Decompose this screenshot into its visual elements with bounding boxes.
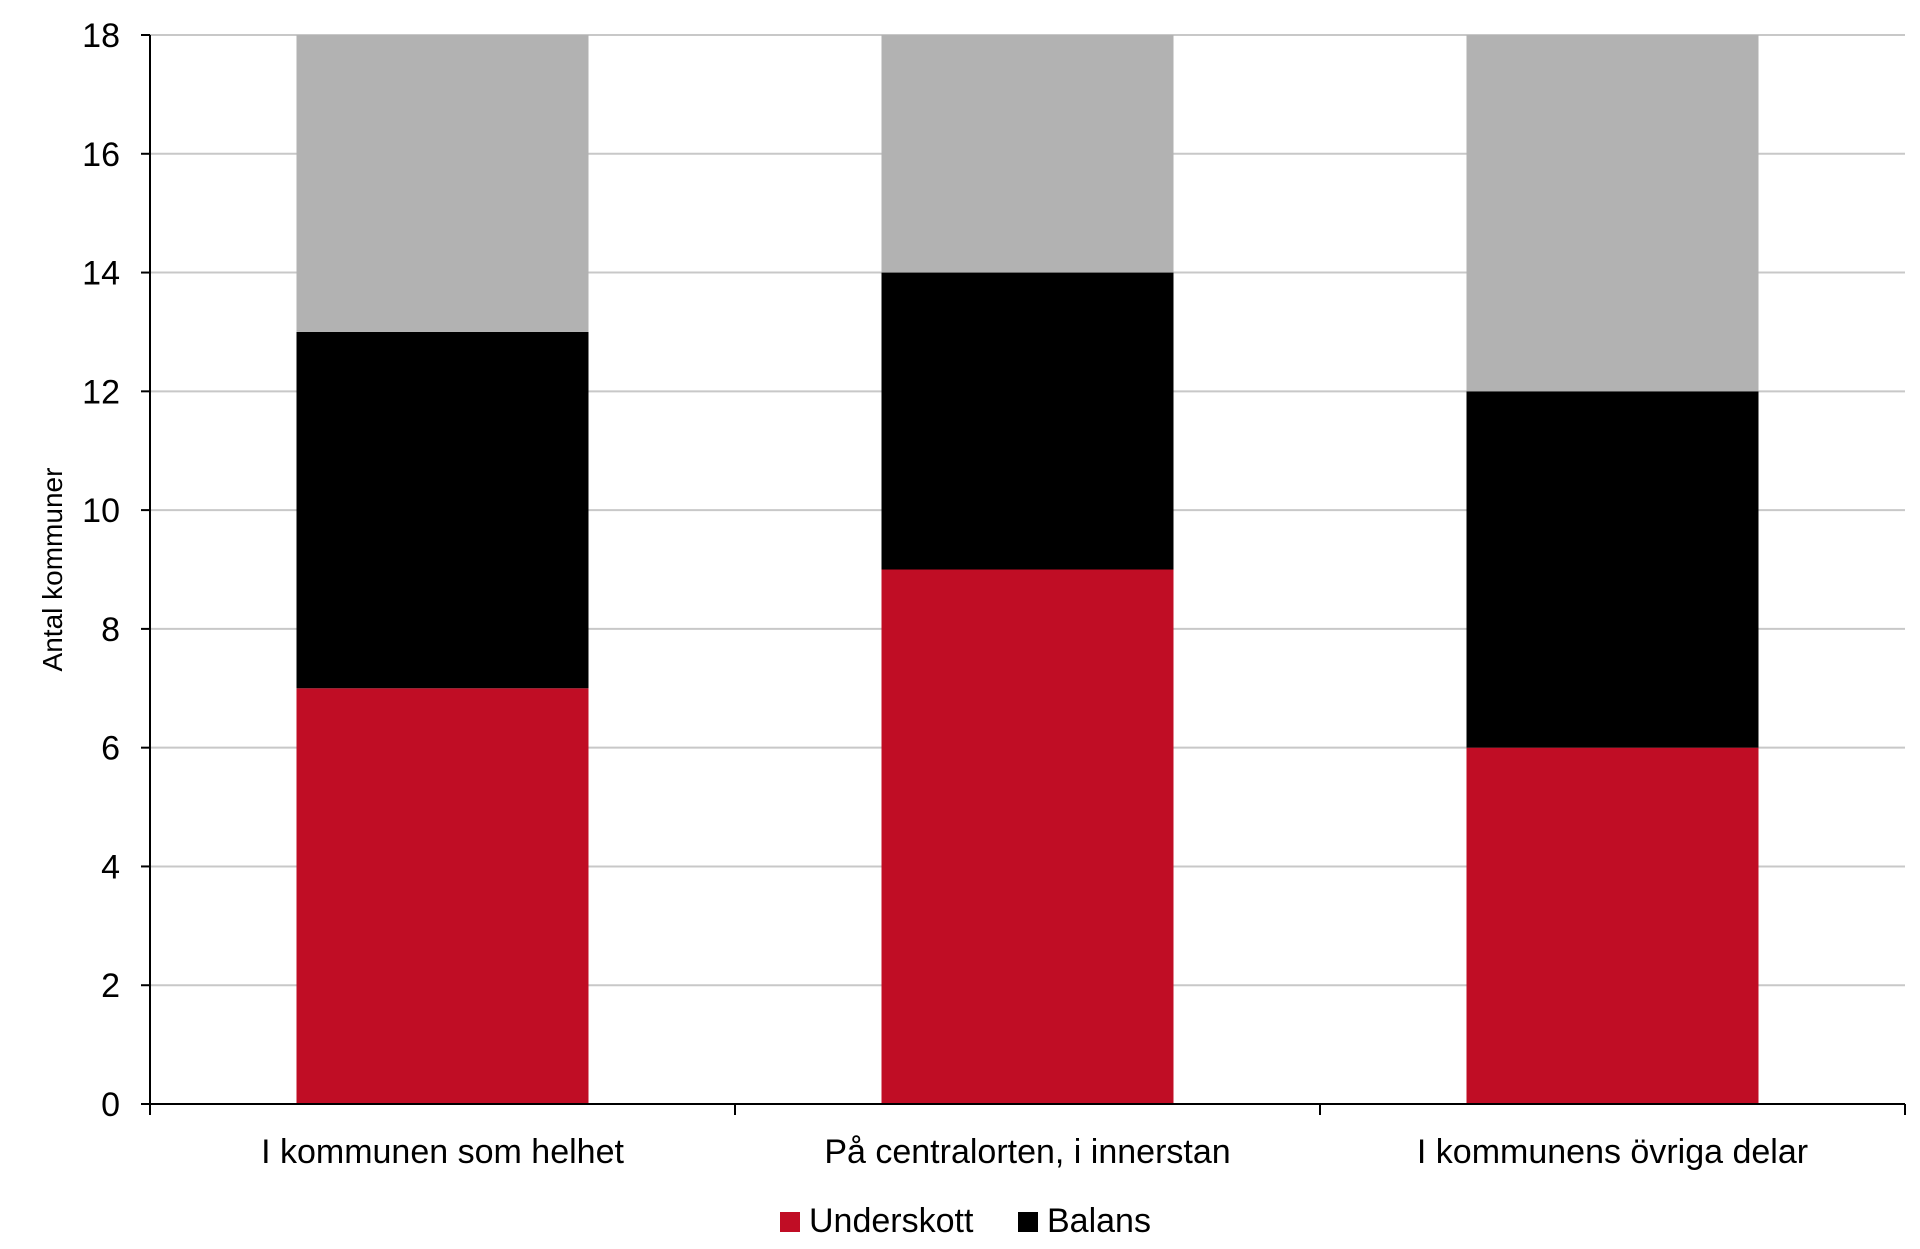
y-tick-label: 6: [101, 730, 120, 768]
bar-segment-underskott: [296, 688, 589, 1104]
x-category-label: På centralorten, i innerstan: [824, 1133, 1230, 1171]
bar-segment-balans: [296, 331, 589, 689]
y-tick-label: 16: [82, 136, 120, 174]
y-tick-label: 4: [101, 848, 120, 886]
y-ticks: 0 2 4 6 8 10 12 14 16 18: [82, 17, 150, 1124]
bar-segment-balans: [1466, 391, 1759, 748]
y-tick-label: 8: [101, 611, 120, 649]
bar-segment-underskott: [1466, 747, 1759, 1104]
x-ticks: I kommunen som helhet På centralorten, i …: [149, 1104, 1906, 1171]
bar-segment-underskott: [881, 569, 1174, 1104]
y-tick-label: 14: [82, 255, 120, 293]
legend-label: Underskott: [809, 1202, 974, 1240]
bar-segment-remainder: [296, 35, 589, 332]
bar-segment-balans: [881, 272, 1174, 570]
bars: [296, 35, 1759, 1104]
legend-swatch: [780, 1212, 800, 1232]
legend: Underskott Balans: [780, 1202, 1151, 1240]
x-category-label: I kommunen som helhet: [261, 1133, 624, 1171]
y-tick-label: 0: [101, 1086, 120, 1124]
bar-segment-remainder: [1466, 35, 1759, 392]
y-tick-label: 2: [101, 967, 120, 1005]
y-tick-label: 12: [82, 373, 120, 411]
y-axis-title: Antal kommuner: [37, 468, 68, 672]
y-tick-label: 18: [82, 17, 120, 55]
y-tick-label: 10: [82, 492, 120, 530]
legend-label: Balans: [1047, 1202, 1151, 1240]
axes: [149, 35, 1905, 1105]
x-category-label: I kommunens övriga delar: [1417, 1133, 1808, 1171]
legend-swatch: [1018, 1212, 1038, 1232]
bar-segment-remainder: [881, 35, 1174, 273]
